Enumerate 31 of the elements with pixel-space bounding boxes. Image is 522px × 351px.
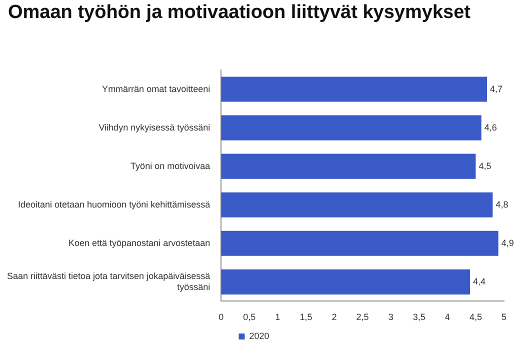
bar	[221, 76, 488, 102]
x-tick-label: 2	[332, 312, 337, 322]
x-tick-label: 4,5	[469, 312, 482, 322]
bar	[221, 269, 470, 294]
bar	[221, 154, 476, 179]
x-tick-label: 1,5	[300, 312, 312, 322]
data-label: 4,8	[496, 199, 508, 210]
data-label: 4,7	[490, 84, 503, 94]
x-tick-label: 2,5	[356, 312, 369, 322]
x-tick-label: 0	[218, 312, 224, 322]
data-label: 4,6	[484, 122, 497, 132]
y-tick-label: Koen että työpanostani arvostetaan	[68, 238, 210, 248]
x-tick-label: 3,5	[412, 312, 426, 322]
y-tick-label: Saan riittävästi tietoa jota tarvitsen jokapäiväisessä työssäni	[6, 271, 210, 292]
x-tick-label: 3	[388, 312, 394, 322]
x-tick-label: 1	[275, 312, 280, 322]
y-tick-label: Työni on motivoivaa	[130, 160, 210, 171]
x-tick-label: 5	[501, 312, 507, 322]
legend-label: 2020	[249, 330, 270, 341]
bar	[221, 115, 482, 140]
bar	[221, 192, 493, 218]
x-tick-label: 0,5	[243, 312, 256, 322]
data-label: 4,9	[501, 238, 514, 248]
data-label: 4,5	[478, 160, 492, 171]
data-label: 4,4	[473, 276, 486, 286]
y-tick-label: Ymmärrän omat tavoitteeni	[102, 84, 210, 94]
x-tick-label: 4	[444, 312, 450, 322]
y-tick-label: Ideoitani otetaan huomioon työni kehittämisessä	[18, 199, 210, 210]
bar	[221, 230, 498, 256]
y-tick-label: Viihdyn nykyisessä työssäni	[98, 122, 210, 132]
chart-title: Omaan työhön ja motivaatioon liittyvät kysymykset	[8, 2, 470, 24]
